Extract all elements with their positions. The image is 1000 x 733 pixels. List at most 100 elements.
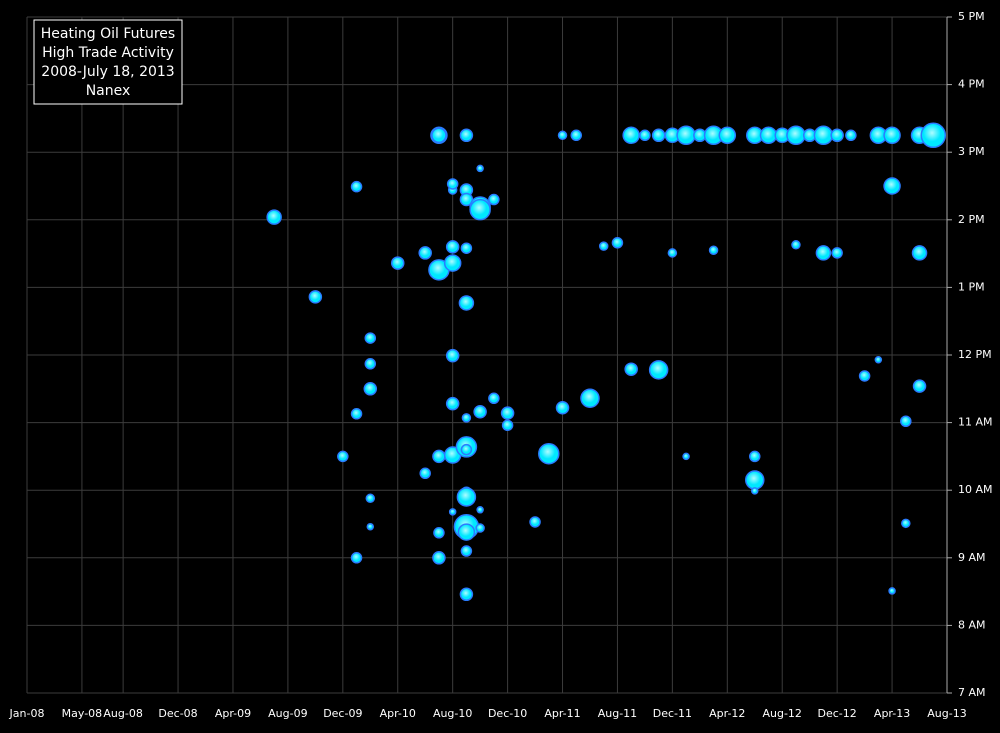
x-tick-label: Apr-10 bbox=[380, 707, 416, 720]
x-tick-label: Apr-11 bbox=[544, 707, 580, 720]
bubble bbox=[901, 518, 911, 529]
bubble bbox=[912, 379, 927, 393]
bubble bbox=[831, 247, 843, 259]
bubble bbox=[488, 392, 500, 405]
bubble bbox=[639, 129, 651, 142]
bubble bbox=[813, 125, 834, 146]
bubble bbox=[460, 545, 473, 557]
bubble bbox=[476, 506, 484, 514]
bubble bbox=[432, 551, 446, 565]
y-tick-label: 1 PM bbox=[958, 280, 985, 293]
bubble bbox=[501, 419, 514, 432]
x-tick-label: Dec-11 bbox=[653, 707, 692, 720]
bubble bbox=[845, 129, 857, 142]
x-tick-label: Aug-11 bbox=[598, 707, 637, 720]
x-tick-label: Aug-12 bbox=[762, 707, 801, 720]
y-tick-label: 12 PM bbox=[958, 348, 992, 361]
bubble bbox=[488, 193, 500, 206]
x-tick-label: Dec-10 bbox=[488, 707, 527, 720]
bubble bbox=[432, 449, 446, 464]
title-line: Nanex bbox=[86, 83, 131, 99]
bubble bbox=[815, 245, 832, 261]
title-box bbox=[33, 19, 183, 105]
x-tick-label: Aug-08 bbox=[103, 707, 142, 720]
bubble bbox=[786, 125, 806, 146]
bubble bbox=[830, 128, 844, 143]
bubble bbox=[622, 126, 640, 145]
bubble bbox=[365, 493, 376, 504]
bubble bbox=[900, 415, 912, 427]
bubble bbox=[745, 470, 765, 490]
x-tick-label: Aug-13 bbox=[927, 707, 966, 720]
bubble bbox=[445, 240, 460, 254]
y-tick-label: 10 AM bbox=[958, 483, 993, 496]
x-tick-label: Apr-13 bbox=[874, 707, 910, 720]
bubble bbox=[363, 382, 378, 396]
title: Heating Oil Futures High Trade Activity 20… bbox=[41, 26, 175, 99]
y-tick-label: 5 PM bbox=[958, 10, 985, 23]
bubble bbox=[538, 442, 560, 465]
y-tick-label: 9 AM bbox=[958, 551, 986, 564]
y-tick-label: 3 PM bbox=[958, 145, 985, 158]
bubble bbox=[580, 388, 600, 409]
bubble bbox=[266, 209, 282, 225]
bubble bbox=[500, 406, 515, 420]
bubble bbox=[570, 129, 583, 142]
title-line: 2008-July 18, 2013 bbox=[41, 64, 174, 80]
bubble bbox=[419, 467, 431, 480]
bubble bbox=[443, 254, 462, 272]
title-line: Heating Oil Futures bbox=[41, 26, 175, 42]
bubble bbox=[457, 523, 476, 541]
x-tick-label: Dec-09 bbox=[323, 707, 362, 720]
bubble bbox=[460, 443, 473, 456]
bubble bbox=[364, 332, 377, 344]
bubble bbox=[718, 126, 737, 145]
bubble bbox=[651, 128, 666, 143]
bubble bbox=[350, 408, 363, 420]
bubble bbox=[475, 523, 485, 533]
bubble bbox=[308, 290, 323, 304]
bubble bbox=[473, 405, 487, 419]
y-tick-label: 11 AM bbox=[958, 416, 993, 429]
x-tick-label: Dec-12 bbox=[818, 707, 857, 720]
bubble bbox=[445, 348, 460, 363]
bubble bbox=[461, 413, 472, 423]
bubble bbox=[460, 242, 473, 254]
bubble bbox=[469, 198, 491, 221]
bubble bbox=[350, 180, 363, 193]
x-tick-label: Apr-12 bbox=[709, 707, 745, 720]
x-tick-label: Apr-09 bbox=[215, 707, 251, 720]
x-tick-label: Dec-08 bbox=[158, 707, 197, 720]
bubble bbox=[874, 355, 883, 364]
bubble bbox=[459, 128, 474, 143]
bubble bbox=[759, 126, 778, 145]
bubble bbox=[920, 122, 947, 149]
bubble bbox=[888, 587, 896, 595]
bubble bbox=[611, 237, 624, 249]
bubble bbox=[390, 256, 405, 270]
bubble bbox=[682, 452, 690, 461]
bubble bbox=[624, 362, 638, 376]
x-tick-label: May-08 bbox=[62, 707, 103, 720]
y-tick-label: 7 AM bbox=[958, 686, 986, 699]
y-tick-label: 4 PM bbox=[958, 78, 985, 91]
bubble bbox=[598, 241, 609, 251]
bubble bbox=[858, 370, 871, 382]
bubble bbox=[667, 248, 678, 258]
bubble bbox=[791, 240, 801, 250]
bubble bbox=[476, 164, 484, 173]
bubble bbox=[749, 450, 761, 463]
x-tick-label: Jan-08 bbox=[9, 707, 45, 720]
bubble bbox=[648, 360, 669, 380]
bubble bbox=[446, 178, 459, 190]
x-tick-label: Aug-10 bbox=[433, 707, 472, 720]
bubble bbox=[883, 177, 901, 195]
bubble bbox=[337, 450, 349, 463]
bubble bbox=[557, 130, 568, 141]
bubble bbox=[911, 245, 928, 261]
title-line: High Trade Activity bbox=[42, 45, 174, 61]
bubble bbox=[364, 358, 377, 370]
grid: 7 AM 8 AM 9 AM 10 AM 11 AM 12 PM 1 PM 2 PM 3 PM 4… bbox=[9, 10, 993, 720]
bubble bbox=[529, 516, 541, 528]
